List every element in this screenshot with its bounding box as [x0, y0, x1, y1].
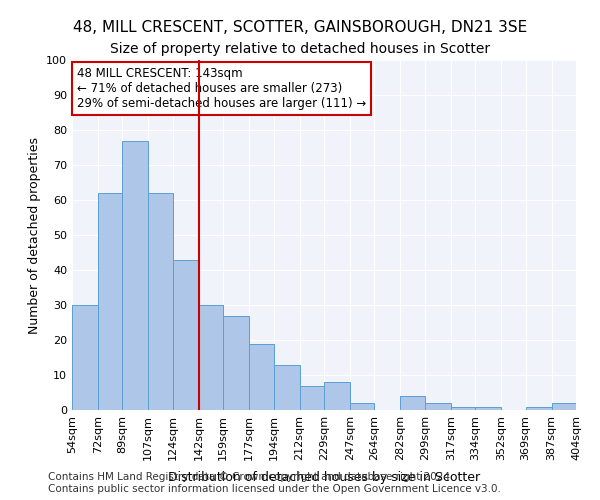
- Bar: [173, 260, 199, 410]
- Bar: [475, 406, 501, 410]
- Bar: [350, 403, 374, 410]
- Bar: [72, 305, 98, 410]
- Text: 48 MILL CRESCENT: 143sqm
← 71% of detached houses are smaller (273)
29% of semi-: 48 MILL CRESCENT: 143sqm ← 71% of detach…: [77, 67, 366, 110]
- Bar: [324, 382, 350, 410]
- Bar: [148, 193, 173, 410]
- Bar: [425, 403, 451, 410]
- Bar: [451, 406, 475, 410]
- Text: Contains public sector information licensed under the Open Government Licence v3: Contains public sector information licen…: [48, 484, 501, 494]
- X-axis label: Distribution of detached houses by size in Scotter: Distribution of detached houses by size …: [168, 471, 480, 484]
- Bar: [249, 344, 274, 410]
- Bar: [98, 193, 122, 410]
- Text: 48, MILL CRESCENT, SCOTTER, GAINSBOROUGH, DN21 3SE: 48, MILL CRESCENT, SCOTTER, GAINSBOROUGH…: [73, 20, 527, 35]
- Bar: [274, 364, 299, 410]
- Bar: [299, 386, 324, 410]
- Bar: [526, 406, 551, 410]
- Bar: [199, 305, 223, 410]
- Bar: [551, 403, 576, 410]
- Bar: [223, 316, 249, 410]
- Y-axis label: Number of detached properties: Number of detached properties: [28, 136, 41, 334]
- Text: Size of property relative to detached houses in Scotter: Size of property relative to detached ho…: [110, 42, 490, 56]
- Text: Contains HM Land Registry data © Crown copyright and database right 2024.: Contains HM Land Registry data © Crown c…: [48, 472, 454, 482]
- Bar: [122, 140, 148, 410]
- Bar: [400, 396, 425, 410]
